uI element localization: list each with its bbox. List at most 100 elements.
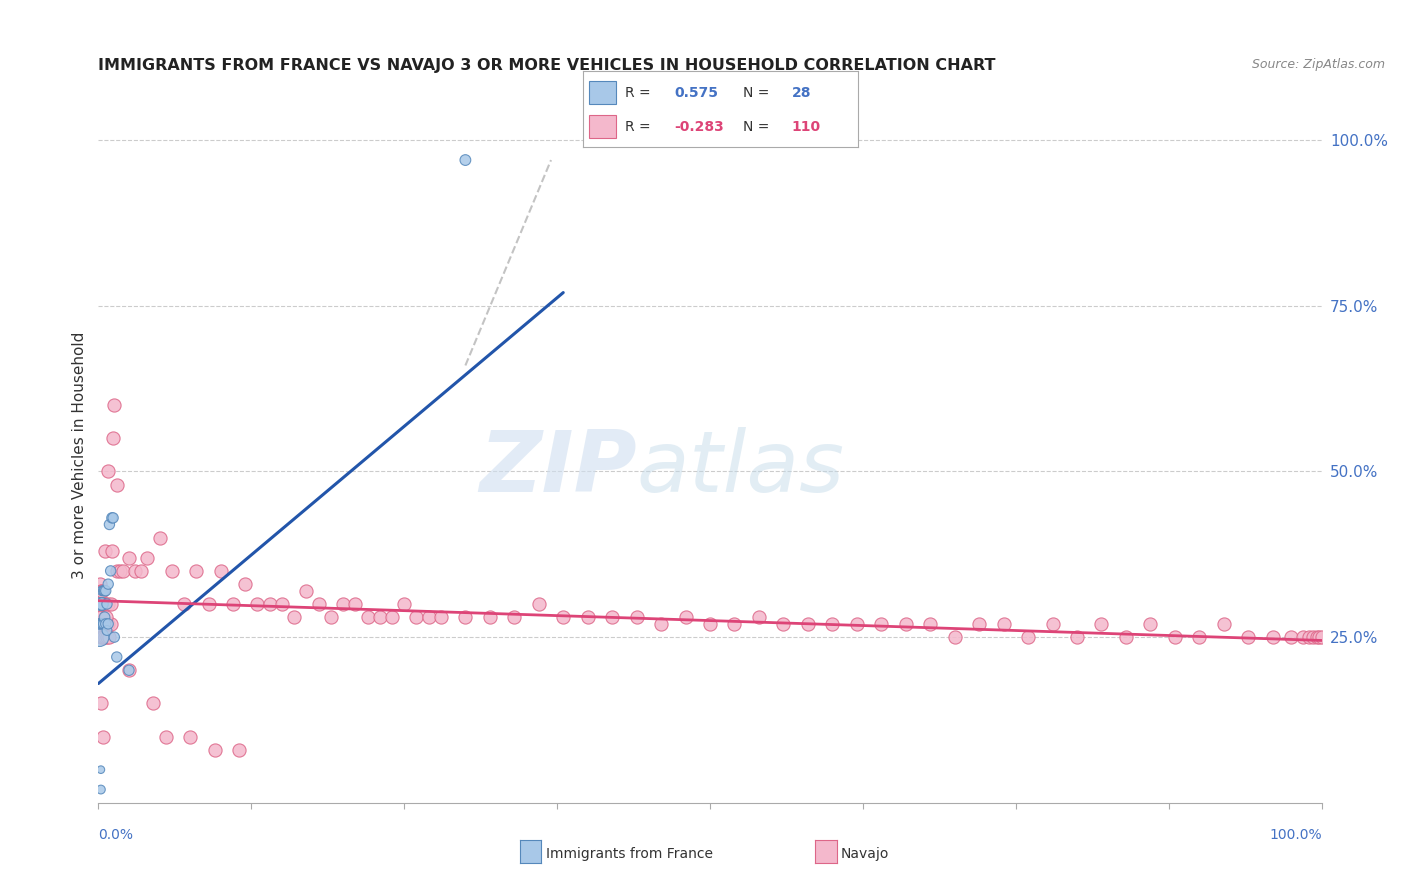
Point — [93, 597, 115, 611]
Point — [1188, 630, 1211, 644]
Text: Immigrants from France: Immigrants from France — [546, 847, 713, 861]
Point — [118, 663, 141, 677]
Point — [1139, 616, 1161, 631]
Point — [93, 583, 115, 598]
Point — [870, 616, 893, 631]
Point — [97, 597, 120, 611]
Point — [142, 697, 165, 711]
Text: atlas: atlas — [637, 427, 845, 510]
Text: -0.283: -0.283 — [673, 120, 724, 134]
Point — [97, 616, 120, 631]
Point — [100, 597, 122, 611]
Text: N =: N = — [742, 120, 769, 134]
Point — [101, 431, 124, 445]
Point — [149, 531, 172, 545]
Point — [89, 577, 111, 591]
Point — [1308, 630, 1330, 644]
Point — [97, 465, 120, 479]
Point — [405, 610, 427, 624]
Point — [105, 564, 128, 578]
Text: IMMIGRANTS FROM FRANCE VS NAVAJO 3 OR MORE VEHICLES IN HOUSEHOLD CORRELATION CHA: IMMIGRANTS FROM FRANCE VS NAVAJO 3 OR MO… — [98, 58, 995, 73]
Point — [118, 663, 141, 677]
Point — [675, 610, 697, 624]
Point — [1310, 630, 1333, 644]
Point — [454, 610, 477, 624]
Point — [270, 597, 294, 611]
Point — [920, 616, 942, 631]
Point — [100, 564, 122, 578]
Point — [93, 630, 115, 644]
Point — [91, 616, 114, 631]
Text: ZIP: ZIP — [479, 427, 637, 510]
Point — [155, 730, 177, 744]
Point — [90, 610, 112, 624]
Point — [600, 610, 623, 624]
Point — [94, 610, 117, 624]
Point — [1292, 630, 1315, 644]
Point — [1164, 630, 1187, 644]
Point — [98, 630, 121, 644]
FancyBboxPatch shape — [589, 81, 616, 104]
Point — [503, 610, 526, 624]
Point — [179, 730, 201, 744]
FancyBboxPatch shape — [589, 115, 616, 138]
Point — [94, 616, 117, 631]
Point — [1302, 630, 1324, 644]
Point — [96, 597, 118, 611]
Point — [90, 763, 112, 777]
Point — [124, 564, 146, 578]
Point — [418, 610, 440, 624]
Point — [454, 153, 477, 167]
Point — [89, 597, 111, 611]
Point — [430, 610, 453, 624]
Point — [98, 517, 121, 532]
Point — [94, 583, 117, 598]
Point — [1212, 616, 1234, 631]
Point — [222, 597, 245, 611]
Text: N =: N = — [742, 86, 769, 100]
Point — [1090, 616, 1112, 631]
Point — [821, 616, 844, 631]
Point — [136, 550, 159, 565]
Point — [89, 610, 111, 624]
Point — [101, 544, 124, 558]
Point — [650, 616, 672, 631]
Point — [228, 743, 250, 757]
Point — [894, 616, 917, 631]
Point — [392, 597, 416, 611]
Point — [699, 616, 721, 631]
Point — [103, 398, 125, 412]
Point — [1066, 630, 1088, 644]
Point — [1298, 630, 1320, 644]
Point — [209, 564, 232, 578]
Point — [344, 597, 367, 611]
Point — [772, 616, 794, 631]
Point — [110, 564, 132, 578]
Point — [319, 610, 342, 624]
Text: R =: R = — [624, 86, 650, 100]
Point — [94, 616, 117, 631]
Text: Navajo: Navajo — [841, 847, 889, 861]
Point — [90, 630, 112, 644]
Point — [1042, 616, 1064, 631]
Point — [1115, 630, 1137, 644]
Text: 0.575: 0.575 — [673, 86, 718, 100]
Point — [91, 616, 114, 631]
Point — [101, 511, 124, 525]
Point — [967, 616, 990, 631]
Point — [943, 630, 966, 644]
Point — [748, 610, 770, 624]
Point — [91, 597, 114, 611]
Point — [553, 610, 575, 624]
Point — [101, 511, 124, 525]
Text: Source: ZipAtlas.com: Source: ZipAtlas.com — [1251, 58, 1385, 71]
Point — [89, 616, 111, 631]
Point — [94, 597, 117, 611]
Point — [527, 597, 550, 611]
Point — [173, 597, 195, 611]
Point — [576, 610, 599, 624]
Point — [1017, 630, 1039, 644]
Text: 110: 110 — [792, 120, 821, 134]
Point — [626, 610, 648, 624]
Point — [295, 583, 318, 598]
